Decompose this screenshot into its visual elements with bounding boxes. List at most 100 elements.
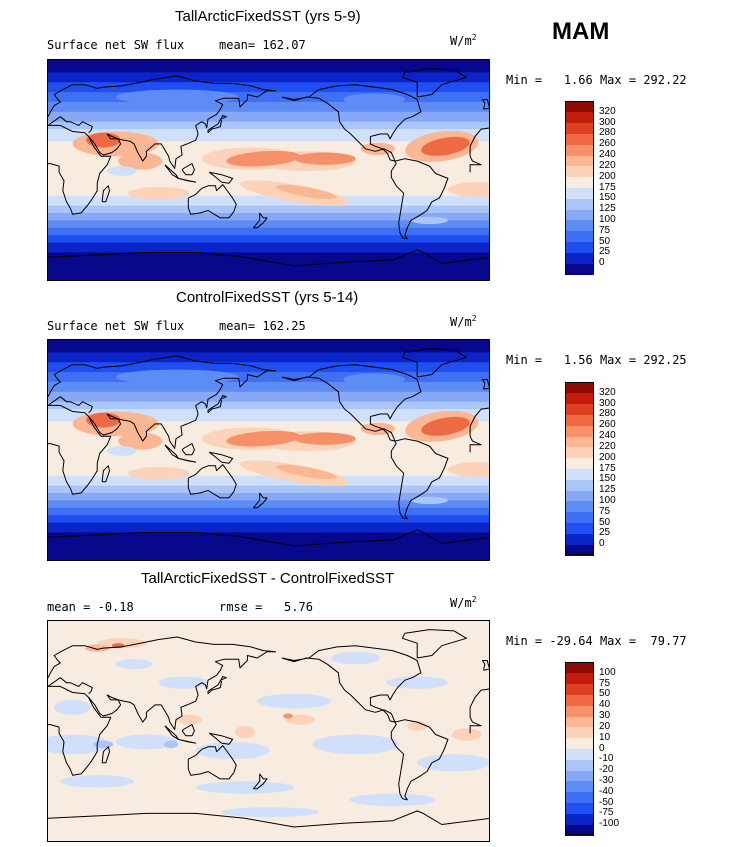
colorbar-tick-label: 280 bbox=[599, 408, 616, 420]
panel-1-variable: Surface net SW flux bbox=[47, 38, 185, 52]
colorbar-swatch bbox=[565, 133, 594, 145]
colorbar-swatch bbox=[565, 662, 594, 674]
colorbar-tick-label: 320 bbox=[599, 105, 616, 117]
colorbar-swatch bbox=[565, 468, 594, 480]
colorbar-swatch bbox=[565, 770, 594, 782]
colorbar-swatch bbox=[565, 457, 594, 469]
colorbar-swatch bbox=[565, 672, 594, 685]
season-label: MAM bbox=[552, 18, 610, 45]
colorbar-swatch bbox=[565, 726, 594, 739]
colorbar-tick-label: 200 bbox=[599, 170, 616, 182]
colorbar-swatch bbox=[565, 500, 594, 513]
colorbar-swatch bbox=[565, 241, 594, 253]
colorbar-tick-label: 100 bbox=[599, 494, 616, 506]
colorbar-swatch bbox=[565, 824, 594, 836]
colorbar-tick-label: 260 bbox=[599, 419, 616, 431]
colorbar-swatch bbox=[565, 252, 594, 264]
panel-1-units: W/m2 bbox=[450, 33, 477, 48]
colorbar-tick-label: 75 bbox=[599, 677, 611, 689]
colorbar-tick-label: 260 bbox=[599, 138, 616, 150]
panel-2-mean: mean= 162.25 bbox=[219, 319, 306, 333]
colorbar-frame bbox=[565, 382, 594, 555]
colorbar-swatch bbox=[565, 176, 594, 188]
colorbar-swatch bbox=[565, 230, 594, 243]
colorbar-tick-label: 50 bbox=[599, 688, 611, 700]
colorbar-tick-label: 50 bbox=[599, 235, 611, 247]
colorbar-swatch bbox=[565, 111, 594, 124]
colorbar-swatch bbox=[565, 533, 594, 545]
colorbar-swatch bbox=[565, 716, 594, 728]
panel-3-colorbar bbox=[565, 662, 594, 836]
colorbar-swatch bbox=[565, 403, 594, 415]
colorbar-swatch bbox=[565, 802, 594, 814]
panel-2-variable: Surface net SW flux bbox=[47, 319, 185, 333]
colorbar-tick-label: 220 bbox=[599, 440, 616, 452]
colorbar-tick-label: -40 bbox=[599, 785, 614, 797]
colorbar-tick-label: -50 bbox=[599, 796, 614, 808]
colorbar-swatch bbox=[565, 198, 594, 210]
colorbar-swatch bbox=[565, 425, 594, 437]
colorbar-swatch bbox=[565, 263, 594, 275]
colorbar-tick-label: 280 bbox=[599, 127, 616, 139]
panel-3-units: W/m2 bbox=[450, 595, 477, 610]
colorbar-tick-label: 200 bbox=[599, 451, 616, 463]
colorbar-tick-label: -100 bbox=[599, 818, 620, 830]
colorbar-tick-label: 240 bbox=[599, 430, 616, 442]
colorbar-swatch bbox=[565, 209, 594, 221]
panel-2-map bbox=[47, 339, 490, 561]
colorbar-tick-label: 50 bbox=[599, 516, 611, 528]
colorbar-tick-label: 150 bbox=[599, 473, 616, 485]
colorbar-tick-label: 220 bbox=[599, 159, 616, 171]
colorbar-tick-label: -10 bbox=[599, 753, 614, 765]
colorbar-swatch bbox=[565, 544, 594, 556]
colorbar-swatch bbox=[565, 101, 594, 113]
panel-3-mean: mean = -0.18 bbox=[47, 600, 134, 614]
colorbar-tick-label: 125 bbox=[599, 484, 616, 496]
colorbar-swatch bbox=[565, 382, 594, 394]
colorbar-tick-label: 100 bbox=[599, 666, 616, 678]
colorbar-frame bbox=[565, 662, 594, 835]
panel-1-mean: mean= 162.07 bbox=[219, 38, 306, 52]
colorbar-swatch bbox=[565, 392, 594, 405]
colorbar-tick-label: 10 bbox=[599, 731, 611, 743]
colorbar-swatch bbox=[565, 780, 594, 793]
colorbar-swatch bbox=[565, 490, 594, 502]
colorbar-swatch bbox=[565, 737, 594, 749]
colorbar-swatch bbox=[565, 694, 594, 706]
panel-3-title: TallArcticFixedSST - ControlFixedSST bbox=[141, 570, 395, 587]
colorbar-tick-label: 300 bbox=[599, 116, 616, 128]
colorbar-tick-label: 125 bbox=[599, 203, 616, 215]
colorbar-tick-label: 175 bbox=[599, 462, 616, 474]
panel-3-rmse: rmse = 5.76 bbox=[219, 600, 313, 614]
colorbar-swatch bbox=[565, 683, 594, 695]
colorbar-swatch bbox=[565, 414, 594, 426]
colorbar-swatch bbox=[565, 813, 594, 825]
panel-2-title: ControlFixedSST (yrs 5-14) bbox=[176, 289, 359, 306]
panel-1-minmax: Min = 1.66 Max = 292.22 bbox=[506, 73, 687, 87]
colorbar-tick-label: 240 bbox=[599, 149, 616, 161]
colorbar-swatch bbox=[565, 522, 594, 534]
colorbar-tick-label: -20 bbox=[599, 764, 614, 776]
colorbar-tick-label: 40 bbox=[599, 699, 611, 711]
colorbar-tick-label: 0 bbox=[599, 257, 605, 269]
colorbar-tick-label: 320 bbox=[599, 386, 616, 398]
colorbar-tick-label: 30 bbox=[599, 710, 611, 722]
colorbar-tick-label: 0 bbox=[599, 538, 605, 550]
colorbar-tick-label: 0 bbox=[599, 742, 605, 754]
colorbar-swatch bbox=[565, 155, 594, 167]
colorbar-swatch bbox=[565, 479, 594, 491]
colorbar-swatch bbox=[565, 144, 594, 156]
colorbar-swatch bbox=[565, 446, 594, 459]
panel-1-colorbar bbox=[565, 101, 594, 275]
colorbar-swatch bbox=[565, 165, 594, 178]
panel-3-minmax: Min = -29.64 Max = 79.77 bbox=[506, 634, 687, 648]
colorbar-swatch bbox=[565, 511, 594, 524]
colorbar-tick-label: 75 bbox=[599, 505, 611, 517]
colorbar-swatch bbox=[565, 122, 594, 134]
panel-2-colorbar bbox=[565, 382, 594, 556]
colorbar-swatch bbox=[565, 748, 594, 760]
colorbar-frame bbox=[565, 101, 594, 274]
colorbar-tick-label: 300 bbox=[599, 397, 616, 409]
colorbar-swatch bbox=[565, 759, 594, 771]
